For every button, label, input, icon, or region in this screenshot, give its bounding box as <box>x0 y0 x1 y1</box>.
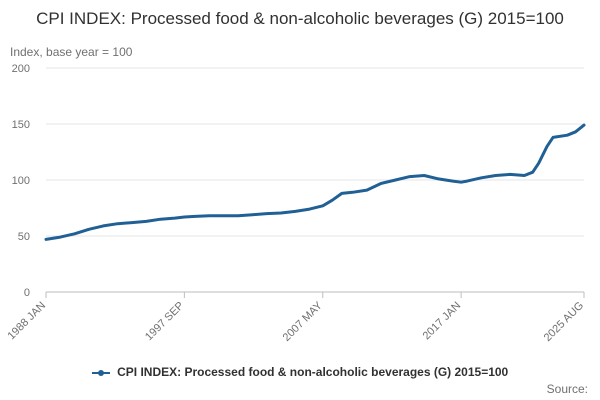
x-tick-label: 2017 JAN <box>421 300 464 343</box>
x-tick-label: 2025 AUG <box>542 300 586 344</box>
y-tick-label: 100 <box>12 175 30 187</box>
x-tick-label: 1988 JAN <box>5 300 48 343</box>
source-label: Source: <box>546 382 588 396</box>
x-tick-label: 1997 SEP <box>143 300 187 344</box>
series-line <box>44 123 586 241</box>
y-tick-label: 50 <box>18 231 30 243</box>
legend-entry-label: CPI INDEX: Processed food & non-alcoholi… <box>117 365 509 379</box>
y-tick-label: 150 <box>12 119 30 131</box>
chart-title: CPI INDEX: Processed food & non-alcoholi… <box>36 9 564 28</box>
legend-swatch-icon <box>91 369 110 376</box>
y-tick-label: 0 <box>24 287 30 299</box>
y-tick-label: 200 <box>12 63 30 75</box>
y-axis-label: Index, base year = 100 <box>10 45 133 59</box>
x-tick-label: 2007 MAY <box>281 299 326 344</box>
legend: CPI INDEX: Processed food & non-alcoholi… <box>0 365 600 379</box>
